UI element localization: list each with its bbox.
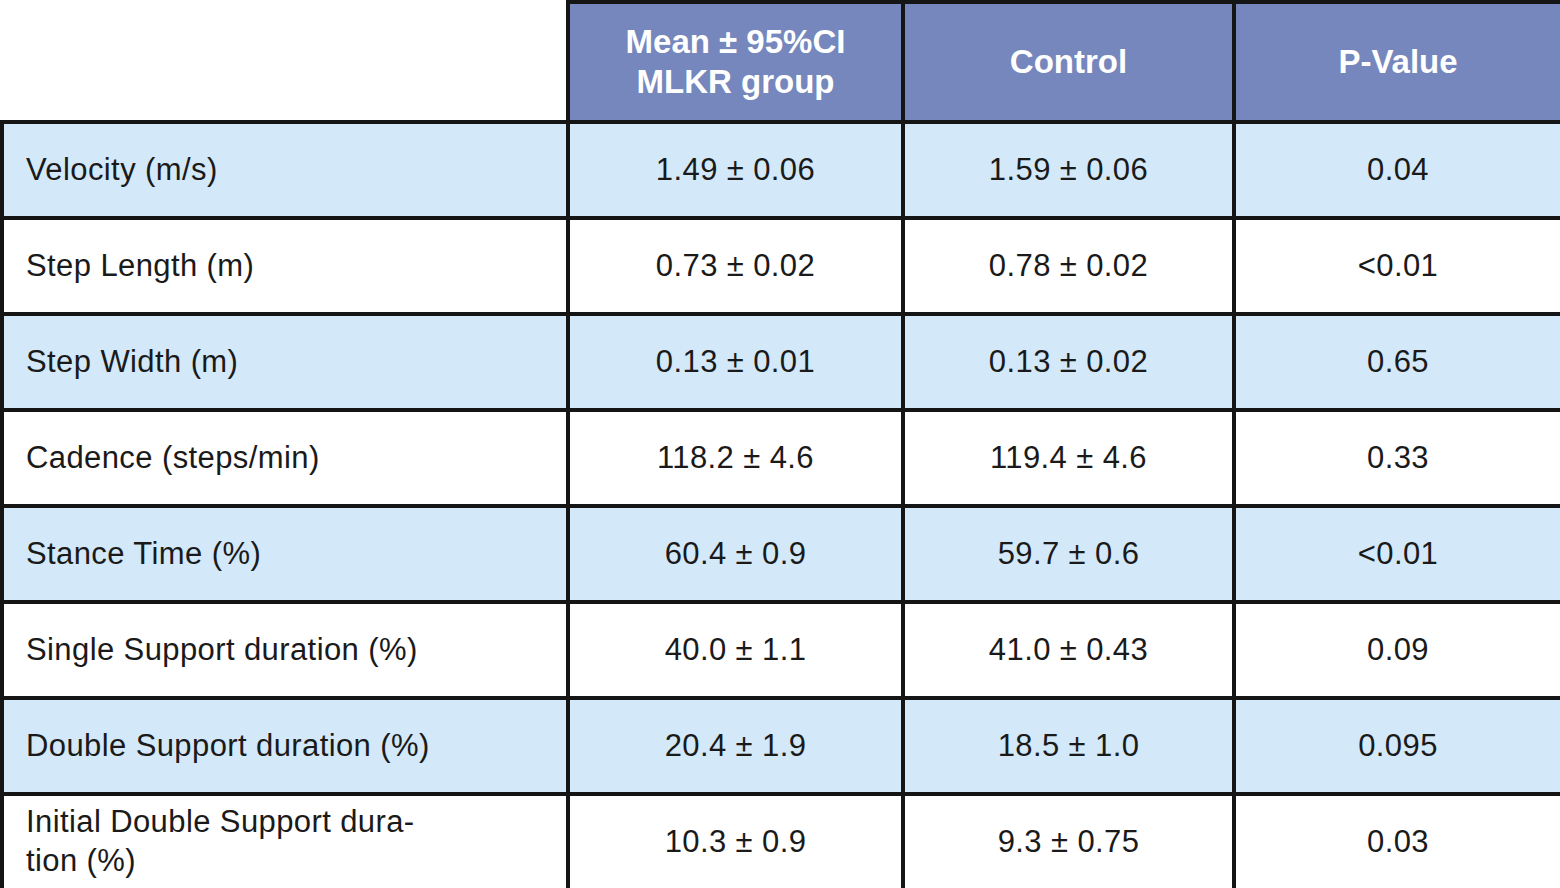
cell-p-value: 0.03 xyxy=(1234,794,1560,888)
cell-control-value: 0.13 ± 0.02 xyxy=(903,314,1234,410)
cell-control-value: 59.7 ± 0.6 xyxy=(903,506,1234,602)
cell-mlkr-value: 60.4 ± 0.9 xyxy=(568,506,903,602)
cell-p-value: 0.65 xyxy=(1234,314,1560,410)
cell-control-value: 41.0 ± 0.43 xyxy=(903,602,1234,698)
table-row-initial-double-support: Initial Double Support dura- tion (%) 10… xyxy=(2,794,1560,888)
table-header: Mean ± 95%CI MLKR group Control P-Value xyxy=(2,2,1560,122)
cell-mlkr-value: 1.49 ± 0.06 xyxy=(568,122,903,218)
table-body: Velocity (m/s) 1.49 ± 0.06 1.59 ± 0.06 0… xyxy=(2,122,1560,888)
table-row-double-support: Double Support duration (%) 20.4 ± 1.9 1… xyxy=(2,698,1560,794)
cell-p-value: <0.01 xyxy=(1234,218,1560,314)
cell-p-value: 0.33 xyxy=(1234,410,1560,506)
row-label: Initial Double Support dura- tion (%) xyxy=(2,794,568,888)
header-row: Mean ± 95%CI MLKR group Control P-Value xyxy=(2,2,1560,122)
cell-mlkr-value: 0.13 ± 0.01 xyxy=(568,314,903,410)
cell-mlkr-value: 10.3 ± 0.9 xyxy=(568,794,903,888)
corner-cell xyxy=(2,2,568,122)
cell-control-value: 0.78 ± 0.02 xyxy=(903,218,1234,314)
column-header-control: Control xyxy=(903,2,1234,122)
row-label: Double Support duration (%) xyxy=(2,698,568,794)
table-row-cadence: Cadence (steps/min) 118.2 ± 4.6 119.4 ± … xyxy=(2,410,1560,506)
cell-control-value: 119.4 ± 4.6 xyxy=(903,410,1234,506)
table-row-velocity: Velocity (m/s) 1.49 ± 0.06 1.59 ± 0.06 0… xyxy=(2,122,1560,218)
cell-mlkr-value: 40.0 ± 1.1 xyxy=(568,602,903,698)
table-row-stance-time: Stance Time (%) 60.4 ± 0.9 59.7 ± 0.6 <0… xyxy=(2,506,1560,602)
table-row-step-width: Step Width (m) 0.13 ± 0.01 0.13 ± 0.02 0… xyxy=(2,314,1560,410)
row-label: Step Length (m) xyxy=(2,218,568,314)
row-label: Single Support duration (%) xyxy=(2,602,568,698)
gait-parameters-table: Mean ± 95%CI MLKR group Control P-Value … xyxy=(0,0,1560,888)
row-label: Stance Time (%) xyxy=(2,506,568,602)
column-header-mlkr-group: Mean ± 95%CI MLKR group xyxy=(568,2,903,122)
cell-p-value: 0.095 xyxy=(1234,698,1560,794)
cell-mlkr-value: 20.4 ± 1.9 xyxy=(568,698,903,794)
cell-p-value: 0.09 xyxy=(1234,602,1560,698)
table-row-single-support: Single Support duration (%) 40.0 ± 1.1 4… xyxy=(2,602,1560,698)
cell-control-value: 18.5 ± 1.0 xyxy=(903,698,1234,794)
table-row-step-length: Step Length (m) 0.73 ± 0.02 0.78 ± 0.02 … xyxy=(2,218,1560,314)
cell-mlkr-value: 118.2 ± 4.6 xyxy=(568,410,903,506)
cell-p-value: <0.01 xyxy=(1234,506,1560,602)
cell-mlkr-value: 0.73 ± 0.02 xyxy=(568,218,903,314)
row-label: Cadence (steps/min) xyxy=(2,410,568,506)
cell-p-value: 0.04 xyxy=(1234,122,1560,218)
row-label: Step Width (m) xyxy=(2,314,568,410)
cell-control-value: 9.3 ± 0.75 xyxy=(903,794,1234,888)
cell-control-value: 1.59 ± 0.06 xyxy=(903,122,1234,218)
column-header-p-value: P-Value xyxy=(1234,2,1560,122)
row-label: Velocity (m/s) xyxy=(2,122,568,218)
